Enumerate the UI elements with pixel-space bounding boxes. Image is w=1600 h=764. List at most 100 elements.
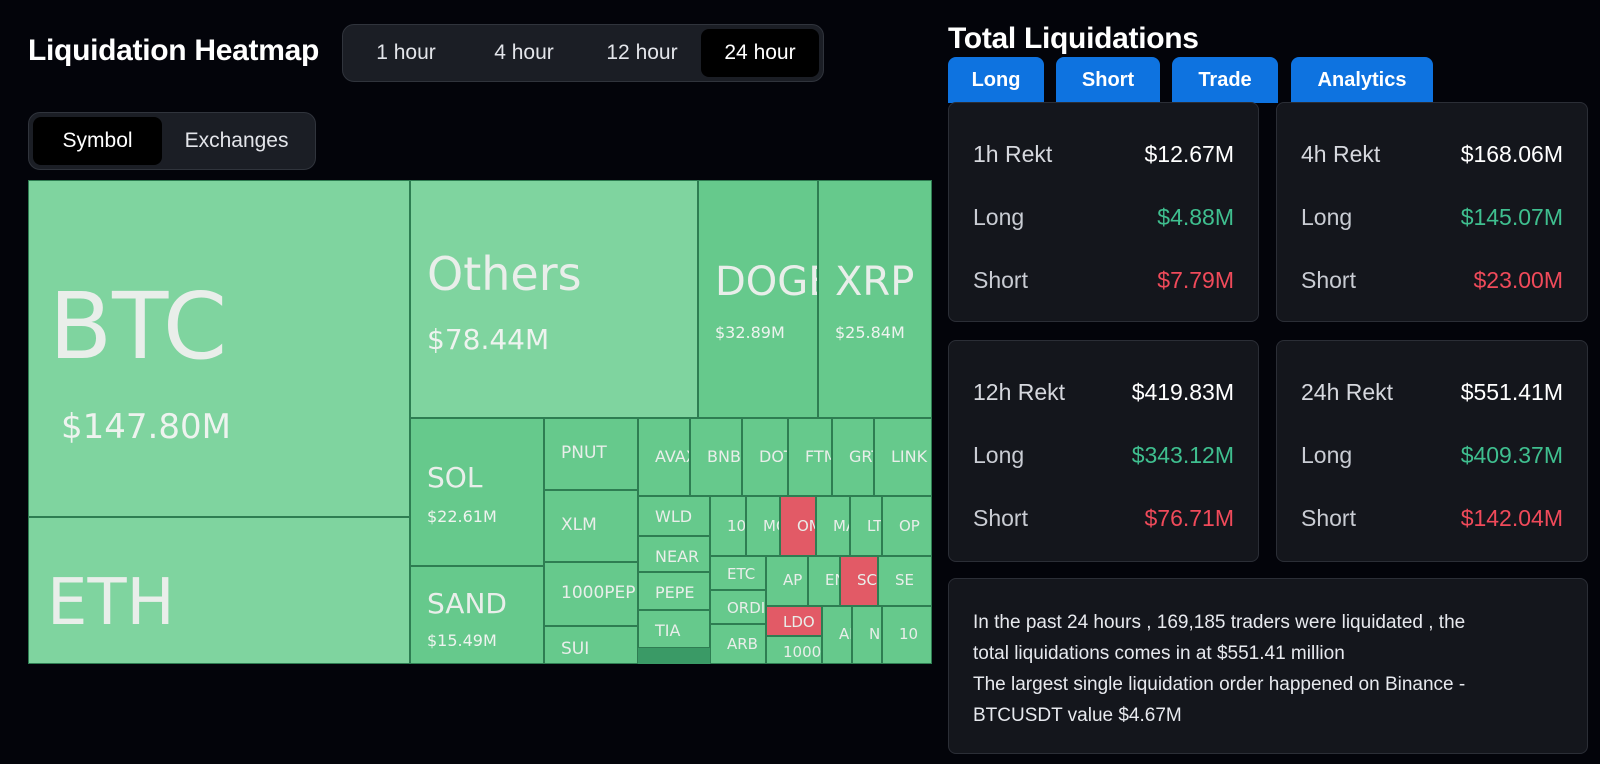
treemap-tile-pnut[interactable]: PNUT [544,418,638,490]
card-period: 12h Rekt [973,379,1066,405]
treemap-tile-1000pepe[interactable]: 1000PEPE [544,562,638,626]
card-short-label: Short [973,505,1028,531]
tile-symbol: EN [825,571,839,589]
card-short-label: Short [1301,267,1356,293]
total-liquidations-title: Total Liquidations [948,22,1199,55]
tile-symbol: AI [839,625,851,643]
tile-value: $32.89M [715,323,785,342]
rekt-card-1h: 1h Rekt $12.67M Long $4.88M Short $7.79M [948,102,1259,322]
treemap-tile-near[interactable]: NEAR [638,536,710,572]
time-option-12-hour[interactable]: 12 hour [606,41,678,64]
tile-symbol: SOL [427,461,483,494]
treemap-tile-ordi[interactable]: ORDI [710,590,766,624]
time-option-4-hour[interactable]: 4 hour [494,41,554,64]
mode-option-exchanges[interactable]: Exchanges [184,129,289,152]
time-range-selector: 1 hour 4 hour 12 hour 24 hour [342,24,824,82]
treemap-tile-bnb[interactable]: BNB [690,418,742,496]
tile-symbol: 1000 [783,643,822,661]
treemap-tile-grt[interactable]: GRT [832,418,874,496]
tile-symbol: ETH [47,566,175,640]
treemap-tile-se[interactable]: SE [878,556,932,606]
treemap-tile-xrp[interactable]: XRP $25.84M [818,180,932,418]
treemap-tile-ap[interactable]: AP [766,556,808,606]
tab-trade[interactable]: Trade [1172,57,1278,103]
treemap-tile-etc[interactable]: ETC [710,556,766,590]
tile-value: $22.61M [427,507,497,526]
treemap-tile-avax[interactable]: AVAX [638,418,690,496]
treemap-tile-tia[interactable]: TIA [638,610,710,648]
treemap-tile-btc[interactable]: BTC $147.80M [28,180,410,517]
tile-symbol: MA [833,517,849,535]
liquidation-treemap: BTC $147.80M ETH Others $78.44M DOGE $32.89M XR… [28,180,932,664]
treemap-tile-ldo[interactable]: LDO [766,606,822,636]
treemap-tile-en[interactable]: EN [808,556,840,606]
tile-symbol: SUI [561,639,590,659]
treemap-tile-dot[interactable]: DOT [742,418,788,496]
tile-symbol: XRP [835,259,915,305]
summary-line: total liquidations comes in at $551.41 m… [973,643,1345,664]
tile-symbol: OP [899,517,920,535]
card-long-value: $343.12M [1131,442,1234,468]
card-total: $551.41M [1460,379,1563,405]
treemap-tile-sui[interactable]: SUI [544,626,638,664]
treemap-tile-link[interactable]: LINK [874,418,932,496]
tile-symbol: SAND [427,587,507,620]
tile-value: $78.44M [427,323,550,356]
rekt-card-12h: 12h Rekt $419.83M Long $343.12M Short $76.7… [948,340,1259,562]
tab-analytics[interactable]: Analytics [1291,57,1433,103]
card-short-value: $76.71M [1144,505,1234,531]
tile-value: $25.84M [835,323,905,342]
time-option-24-hour[interactable]: 24 hour [701,29,819,77]
tile-symbol: LDO [783,613,815,631]
tile-symbol: N [869,625,881,643]
tile-symbol: PEPE [655,583,695,602]
treemap-tile-ma[interactable]: MA [816,496,850,556]
tile-value: $147.80M [61,407,231,447]
tile-symbol: SE [895,571,914,589]
liquidation-summary: In the past 24 hours , 169,185 traders w… [948,578,1588,754]
card-period: 1h Rekt [973,141,1053,167]
treemap-tile-eth[interactable]: ETH [28,517,410,664]
treemap-tile-ai[interactable]: AI [822,606,852,664]
treemap-tile-xlm[interactable]: XLM [544,490,638,562]
treemap-tile-sand[interactable]: SAND $15.49M [410,566,544,664]
tile-symbol: BTC [49,273,228,380]
tile-symbol: GRT [849,447,873,466]
treemap-tile-ftm[interactable]: FTM [788,418,832,496]
treemap-tile-others[interactable]: Others $78.44M [410,180,698,418]
card-short-value: $7.79M [1157,267,1234,293]
treemap-tile-wld[interactable]: WLD [638,496,710,536]
tile-symbol: 10 [899,625,919,643]
tile-symbol: XLM [561,515,597,535]
card-total: $419.83M [1131,379,1234,405]
tab-short[interactable]: Short [1056,57,1160,103]
treemap-tile-pepe[interactable]: PEPE [638,572,710,610]
tile-symbol: OM [797,517,815,535]
treemap-tile-doge[interactable]: DOGE $32.89M [698,180,818,418]
tile-value: $15.49M [427,631,497,650]
card-short-label: Short [1301,505,1356,531]
treemap-tile-sol[interactable]: SOL $22.61M [410,418,544,566]
treemap-tile-10[interactable]: 10 [710,496,746,556]
treemap-tile-1000[interactable]: 1000 [766,636,822,664]
tile-symbol: DOGE [715,259,817,305]
tile-symbol: ORDI [727,599,766,617]
treemap-tile-n[interactable]: N [852,606,882,664]
treemap-tile-sc[interactable]: SC [840,556,878,606]
time-option-1-hour[interactable]: 1 hour [376,41,436,64]
summary-line: The largest single liquidation order hap… [973,674,1466,695]
card-long-value: $4.88M [1157,204,1234,230]
tile-symbol: 10 [727,517,746,535]
mode-option-symbol[interactable]: Symbol [33,117,163,165]
tab-long[interactable]: Long [948,57,1044,103]
treemap-tile-10[interactable]: 10 [882,606,932,664]
tile-symbol: NEAR [655,547,700,566]
card-long-label: Long [973,204,1025,230]
card-short-value: $23.00M [1473,267,1563,293]
tile-symbol: ETC [727,565,756,583]
treemap-tile-arb[interactable]: ARB [710,624,766,664]
treemap-tile-om[interactable]: OM [780,496,816,556]
treemap-tile-mo[interactable]: MO [746,496,780,556]
treemap-tile-lt[interactable]: LT [850,496,882,556]
treemap-tile-op[interactable]: OP [882,496,932,556]
